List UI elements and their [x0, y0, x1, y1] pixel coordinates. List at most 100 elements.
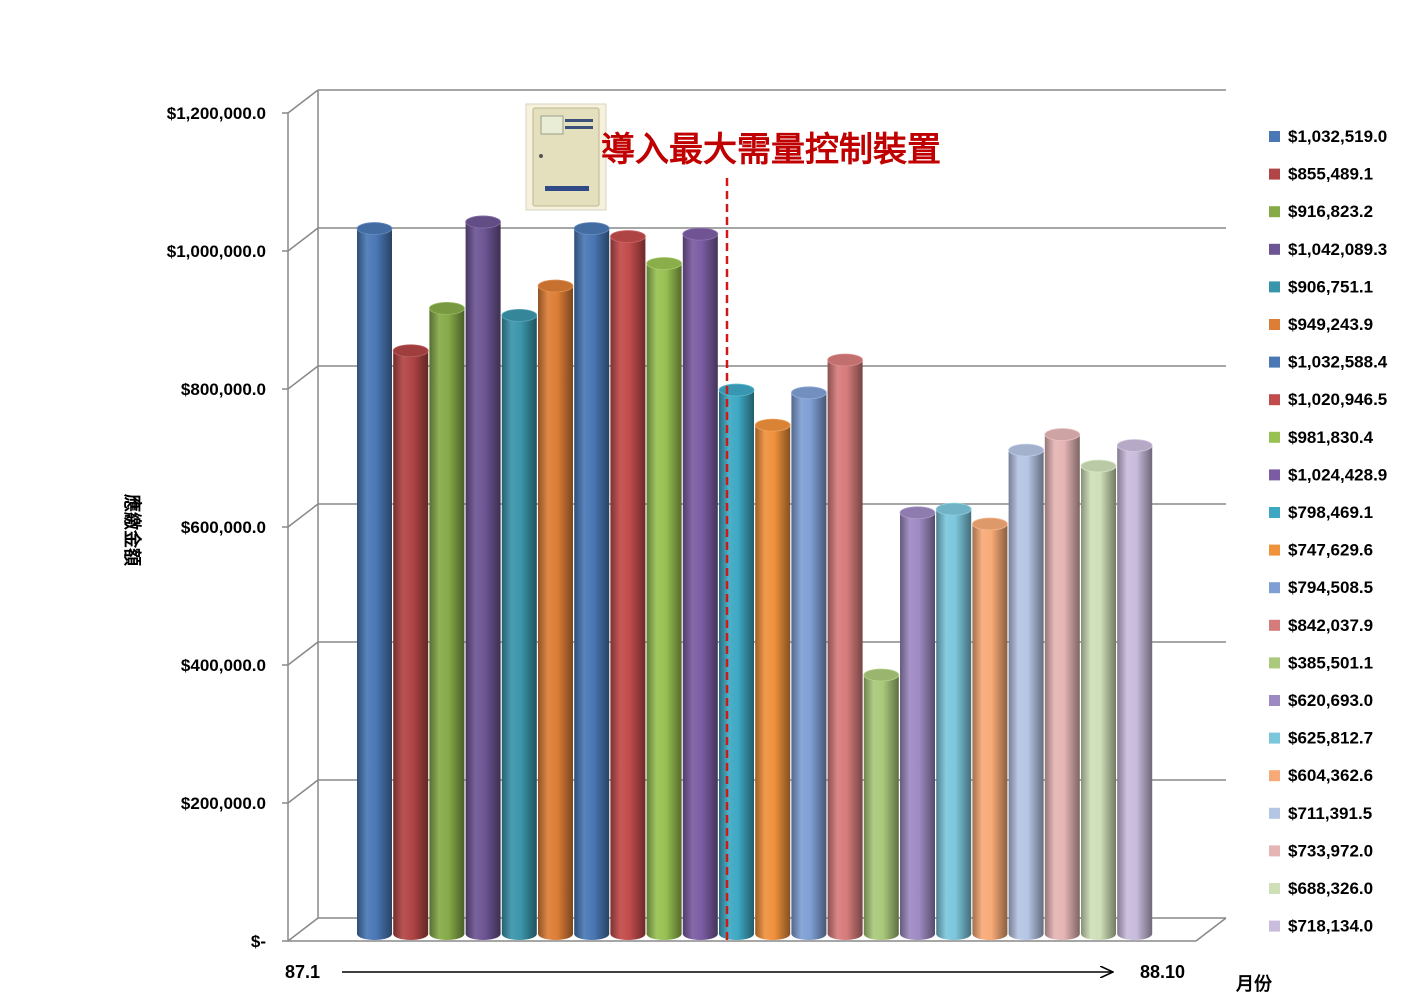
- legend-swatch: [1269, 582, 1280, 594]
- bar-body: [1117, 445, 1153, 940]
- bar: [935, 502, 972, 940]
- bar: [1008, 443, 1044, 940]
- bar-body: [357, 228, 392, 940]
- bar-top: [392, 344, 429, 358]
- legend-label: $842,037.9: [1288, 616, 1373, 635]
- bar-body: [863, 675, 899, 940]
- bar-series: [356, 215, 1153, 941]
- bar: [791, 386, 827, 940]
- bar-top: [1044, 428, 1081, 441]
- legend-label: $711,391.5: [1288, 804, 1372, 823]
- bar-body: [465, 221, 501, 941]
- legend-label: $906,751.1: [1288, 277, 1373, 296]
- legend-label: $794,508.5: [1288, 578, 1373, 597]
- bar-top: [791, 386, 827, 400]
- bar: [356, 222, 393, 940]
- bar: [573, 222, 610, 940]
- bar-top: [356, 222, 393, 235]
- legend-swatch: [1269, 507, 1280, 518]
- bar-top: [827, 353, 863, 367]
- legend-label: $625,812.7: [1288, 729, 1373, 748]
- legend-label: $1,042,089.3: [1288, 240, 1387, 259]
- bar-top: [646, 257, 682, 270]
- legend-swatch: [1269, 657, 1280, 669]
- legend-label: $981,830.4: [1288, 428, 1374, 447]
- legend-label: $798,469.1: [1288, 503, 1373, 522]
- legend-label: $855,489.1: [1288, 165, 1373, 184]
- bar: [646, 257, 682, 941]
- bar-body: [429, 308, 465, 941]
- bar-body: [719, 390, 754, 940]
- bar-top: [1080, 459, 1117, 473]
- gridline-diagonal: [287, 641, 319, 666]
- gridline-diagonal: [287, 227, 319, 252]
- bar: [972, 517, 1008, 940]
- legend-swatch: [1269, 469, 1280, 481]
- y-tick-label: $800,000.0: [181, 380, 266, 399]
- legend-swatch: [1269, 206, 1280, 218]
- legend-swatch: [1269, 883, 1280, 894]
- y-tick-label: $200,000.0: [181, 794, 266, 813]
- bar-body: [393, 350, 429, 940]
- bar-top: [537, 279, 574, 293]
- bar-top: [899, 506, 936, 520]
- bar: [428, 301, 465, 941]
- y-tick-label: $1,000,000.0: [167, 242, 266, 261]
- legend-swatch: [1269, 243, 1280, 255]
- bar-body: [827, 359, 863, 940]
- bar: [1080, 459, 1117, 940]
- legend-label: $733,972.0: [1288, 841, 1373, 860]
- legend-label: $747,629.6: [1288, 541, 1373, 560]
- bar: [1116, 439, 1153, 940]
- legend-swatch: [1269, 131, 1280, 142]
- bar-top: [573, 222, 610, 235]
- bar-top: [1116, 439, 1153, 452]
- bar: [501, 308, 538, 940]
- legend-label: $1,024,428.9: [1288, 465, 1387, 484]
- bar: [682, 227, 719, 941]
- legend-swatch: [1269, 394, 1280, 406]
- x-axis-title: 月份: [1235, 973, 1273, 995]
- bar: [537, 279, 574, 940]
- y-tick-label: $-: [251, 932, 266, 951]
- legend-label: $718,134.0: [1288, 917, 1373, 936]
- bar-body: [1044, 434, 1080, 940]
- bar-body: [1081, 466, 1116, 940]
- gridline-diagonal: [287, 503, 319, 528]
- bar-top: [972, 517, 1008, 531]
- legend-label: $949,243.9: [1288, 315, 1373, 334]
- bar-body: [574, 228, 610, 940]
- bar-top: [718, 383, 755, 397]
- gridline-diagonal: [287, 917, 319, 942]
- bar-top: [428, 301, 465, 315]
- y-tick-label: $400,000.0: [181, 656, 266, 675]
- y-axis-title: 應繳金額: [121, 494, 143, 566]
- x-axis-end-label: 88.10: [1140, 962, 1185, 982]
- bar-top: [754, 418, 791, 432]
- legend-swatch: [1269, 281, 1280, 293]
- legend-swatch: [1269, 845, 1280, 857]
- bar-body: [610, 236, 646, 940]
- legend-swatch: [1269, 319, 1280, 330]
- bar-body: [900, 512, 935, 940]
- control-device-photo-icon: [525, 103, 607, 211]
- legend-swatch: [1269, 356, 1280, 368]
- legend-swatch: [1269, 770, 1280, 782]
- legend-swatch: [1269, 732, 1280, 744]
- legend-label: $1,020,946.5: [1288, 390, 1387, 409]
- bar: [827, 353, 863, 940]
- legend-label: $1,032,519.0: [1288, 127, 1387, 146]
- bar: [863, 668, 900, 940]
- y-axis-ticks: $- $200,000.0 $400,000.0 $600,000.0 $800,000…: [167, 104, 288, 951]
- legend-swatch: [1269, 431, 1280, 443]
- legend-swatch: [1269, 168, 1280, 180]
- bar: [1044, 428, 1081, 940]
- legend-label: $916,823.2: [1288, 202, 1373, 221]
- bar: [754, 418, 791, 940]
- legend-label: $1,032,588.4: [1288, 353, 1388, 372]
- legend-swatch: [1269, 920, 1280, 932]
- gridline-diagonal: [287, 89, 319, 114]
- bar-body: [1008, 450, 1044, 940]
- legend-label: $604,362.6: [1288, 766, 1373, 785]
